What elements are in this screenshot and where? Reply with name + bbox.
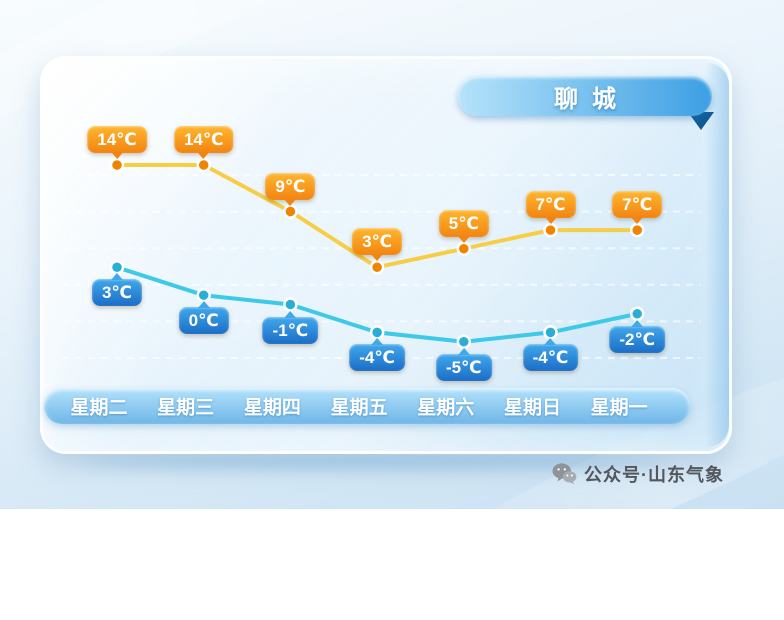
day-label: 星期四	[243, 397, 301, 419]
city-title-pill: 聊城	[458, 76, 712, 116]
watermark-text: 公众号·山东气象	[584, 465, 724, 485]
day-label: 星期一	[590, 397, 648, 419]
day-label: 星期五	[330, 397, 388, 419]
city-title: 聊城	[554, 85, 630, 113]
day-label: 星期日	[503, 397, 562, 419]
card-reflection	[82, 456, 672, 469]
day-label: 星期三	[157, 397, 215, 419]
day-label: 星期六	[417, 397, 475, 419]
watermark: 公众号·山东气象	[552, 461, 724, 487]
wechat-icon	[552, 463, 577, 485]
day-bar: 星期二 星期三 星期四 星期五 星期六 星期日 星期一	[44, 388, 690, 424]
day-label: 星期二	[70, 397, 128, 419]
